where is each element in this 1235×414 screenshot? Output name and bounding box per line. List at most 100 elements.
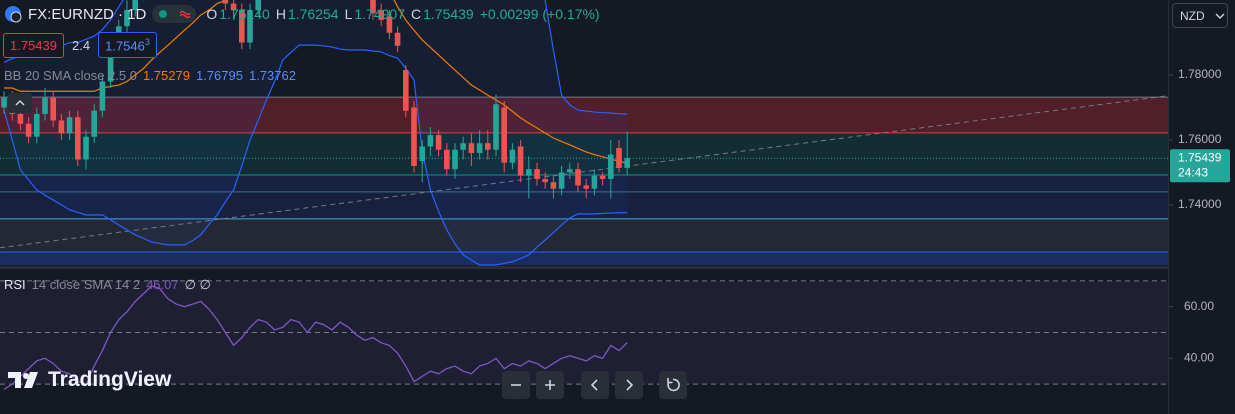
candle-body [624, 158, 630, 168]
bb-label[interactable]: BB 20 SMA close 2.5 0 [4, 68, 137, 83]
collapse-button[interactable] [8, 93, 32, 113]
sell-button[interactable]: 1.75439 [3, 32, 64, 58]
spread: 2.4 [72, 37, 91, 53]
candle-body [58, 120, 65, 134]
ohlc-value: 1.76254 [287, 6, 339, 22]
status-dot [158, 10, 167, 18]
minus-icon [511, 384, 521, 386]
rsi-label[interactable]: RSI [4, 277, 26, 292]
reset-button[interactable] [659, 371, 687, 399]
price-pane [0, 0, 1168, 266]
candle-body [230, 3, 237, 11]
candle-body [608, 154, 614, 179]
left-icon [590, 379, 598, 391]
candle-body [247, 10, 253, 43]
candle-body [1, 97, 7, 108]
candle-body [476, 143, 483, 153]
scroll-left-button[interactable] [581, 371, 609, 399]
candle-body [42, 97, 48, 114]
legend-header: FX:EURNZD · 1D O 1.75140 H 1.76254 L 1.74907 C… [4, 5, 600, 23]
rsi-extra: ∅ ∅ [184, 277, 211, 292]
candle-body [25, 123, 32, 137]
candle-body [132, 0, 138, 11]
currency-select[interactable]: NZD [1172, 3, 1228, 28]
candle-body [485, 143, 491, 150]
rsi-line [3, 285, 628, 390]
candle-body [501, 107, 507, 163]
candle-body [66, 117, 73, 134]
candle-body [107, 49, 114, 82]
trendline [0, 95, 1166, 249]
candle-body [34, 113, 40, 137]
rsi-tick-label: 60.00 [1184, 299, 1214, 313]
candle-body [468, 143, 475, 153]
plus-icon [545, 380, 555, 390]
candle-body [567, 169, 573, 173]
price-axis [1168, 0, 1235, 414]
zone [0, 132, 1168, 176]
candle-body [370, 0, 376, 14]
symbol-icon [5, 6, 22, 23]
bb-upper-value: 1.76795 [195, 68, 243, 83]
change: +0.00299 (+0.17%) [479, 6, 600, 22]
candle-body [75, 117, 81, 160]
candle-body [124, 10, 130, 27]
quick-trade: 1.75439 2.4 1.75463 [3, 32, 157, 59]
status-pill[interactable] [152, 5, 197, 23]
buy-button[interactable]: 1.75463 [98, 32, 157, 59]
candle-body [50, 97, 56, 121]
ohlc-key: C [410, 6, 422, 22]
zoom-in-button[interactable] [536, 371, 564, 399]
scroll-right-button[interactable] [615, 371, 643, 399]
y-tick-label: 1.76000 [1178, 132, 1222, 146]
currency: NZD [1180, 8, 1205, 23]
buy-price-sup: 3 [144, 37, 150, 47]
ohlc-key: L [344, 6, 353, 22]
candle-body [378, 10, 384, 20]
candle-body [17, 113, 24, 124]
candle-body [591, 175, 598, 189]
y-tick-label: 1.78000 [1178, 67, 1222, 81]
bb-legend: BB 20 SMA close 2.5 0 1.75279 1.76795 1.… [4, 68, 296, 83]
bb-upper [3, 0, 628, 115]
ohlc-value: 1.74907 [354, 6, 405, 22]
ohlc-key: H [275, 6, 286, 22]
rsi-tick-label: 40.00 [1184, 350, 1214, 364]
last-price-tag [1170, 149, 1230, 183]
rsi-params: 14 close SMA 14 2 [31, 277, 141, 292]
logo-text: TradingView [48, 368, 172, 391]
candle-body [575, 169, 581, 186]
reset-icon [667, 378, 680, 392]
dropdown-icon [1215, 13, 1225, 19]
zone [0, 175, 1168, 219]
logo[interactable]: TradingView [8, 368, 171, 392]
candle-body [222, 0, 229, 4]
ohlc-value: 1.75439 [423, 6, 474, 22]
status-wave [179, 10, 191, 19]
candle-body [427, 135, 434, 147]
zone [0, 218, 1168, 253]
candle-body [452, 149, 458, 170]
zone [0, 252, 1168, 265]
right-icon [626, 379, 634, 391]
countdown: 24:43 [1178, 165, 1208, 179]
zoom-out-button[interactable] [502, 371, 530, 399]
bb-basis [4, 0, 628, 164]
candle-body [444, 149, 450, 170]
candle-body [91, 110, 97, 137]
chevron-up [15, 99, 25, 106]
candle-body [83, 136, 89, 160]
ohlc-key: O [206, 6, 218, 22]
ohlc: O 1.75140 H 1.76254 L 1.74907 C 1.75439 [202, 6, 473, 22]
zone [0, 97, 1168, 133]
candle-body [599, 175, 606, 179]
candle-body [99, 81, 106, 111]
buy-price: 1.7546 [105, 38, 145, 54]
symbol[interactable]: FX:EURNZD · 1D [28, 5, 147, 23]
bb-basis-value: 1.75279 [142, 68, 190, 83]
candle-body [460, 143, 466, 150]
last-price-label: 1.75439 [1178, 150, 1222, 164]
